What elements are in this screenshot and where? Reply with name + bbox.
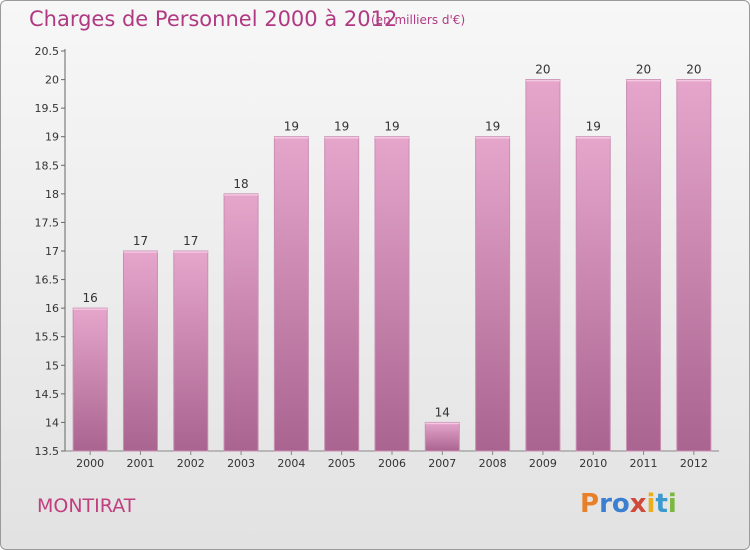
y-tick-label: 17	[45, 245, 59, 258]
y-tick-label: 19	[45, 131, 59, 144]
logo-letter: t	[655, 489, 668, 519]
data-label: 14	[435, 405, 450, 419]
x-tick-label: 2011	[630, 457, 658, 470]
y-tick-label: 18	[45, 188, 59, 201]
bar	[223, 193, 259, 452]
x-tick-label: 2008	[479, 457, 507, 470]
y-tick-label: 16.5	[35, 274, 60, 287]
data-label: 18	[233, 177, 248, 191]
y-tick-label: 20.5	[35, 45, 60, 58]
data-label: 20	[535, 63, 550, 77]
y-tick-label: 13.5	[35, 445, 60, 458]
bar	[374, 136, 410, 452]
y-tick-label: 19.5	[35, 102, 60, 115]
proxiti-logo[interactable]: Proxiti	[580, 489, 677, 519]
data-label: 17	[133, 234, 148, 248]
logo-letter: i	[667, 489, 677, 519]
commune-name: MONTIRAT	[37, 495, 136, 517]
logo-letter: i	[646, 489, 656, 519]
bar	[324, 136, 360, 452]
data-label: 16	[83, 291, 98, 305]
x-tick-label: 2010	[579, 457, 607, 470]
bar	[72, 307, 108, 452]
chart-title: Charges de Personnel 2000 à 2012	[29, 7, 398, 31]
logo-letter: o	[611, 489, 630, 519]
x-tick-label: 2004	[277, 457, 305, 470]
bar	[173, 250, 209, 452]
bar	[525, 79, 561, 452]
y-tick-label: 15.5	[35, 331, 60, 344]
logo-letter: x	[629, 489, 647, 519]
y-tick-label: 14.5	[35, 388, 60, 401]
x-tick-label: 2001	[126, 457, 154, 470]
bar	[273, 136, 309, 452]
data-label: 19	[284, 120, 299, 134]
data-label: 17	[183, 234, 198, 248]
x-tick-label: 2012	[680, 457, 708, 470]
x-tick-label: 2006	[378, 457, 406, 470]
x-tick-label: 2007	[428, 457, 456, 470]
y-tick-label: 15	[45, 359, 59, 372]
bar	[575, 136, 611, 452]
chart-subtitle: (en milliers d'€)	[371, 13, 466, 27]
logo-letter: P	[580, 489, 600, 519]
data-label: 20	[636, 63, 651, 77]
y-tick-label: 20	[45, 74, 59, 87]
data-label: 20	[686, 63, 701, 77]
bar	[676, 79, 712, 452]
x-tick-label: 2009	[529, 457, 557, 470]
bar	[122, 250, 158, 452]
y-tick-label: 14	[45, 416, 59, 429]
bar	[475, 136, 511, 452]
y-tick-label: 18.5	[35, 159, 60, 172]
bar	[626, 79, 662, 452]
x-tick-label: 2005	[328, 457, 356, 470]
x-tick-label: 2003	[227, 457, 255, 470]
y-tick-label: 17.5	[35, 216, 60, 229]
data-label: 19	[384, 120, 399, 134]
bar	[424, 421, 460, 452]
x-tick-label: 2000	[76, 457, 104, 470]
data-label: 19	[485, 120, 500, 134]
data-label: 19	[586, 120, 601, 134]
logo-letter: r	[599, 489, 612, 519]
x-tick-label: 2002	[177, 457, 205, 470]
y-tick-label: 16	[45, 302, 59, 315]
data-label: 19	[334, 120, 349, 134]
